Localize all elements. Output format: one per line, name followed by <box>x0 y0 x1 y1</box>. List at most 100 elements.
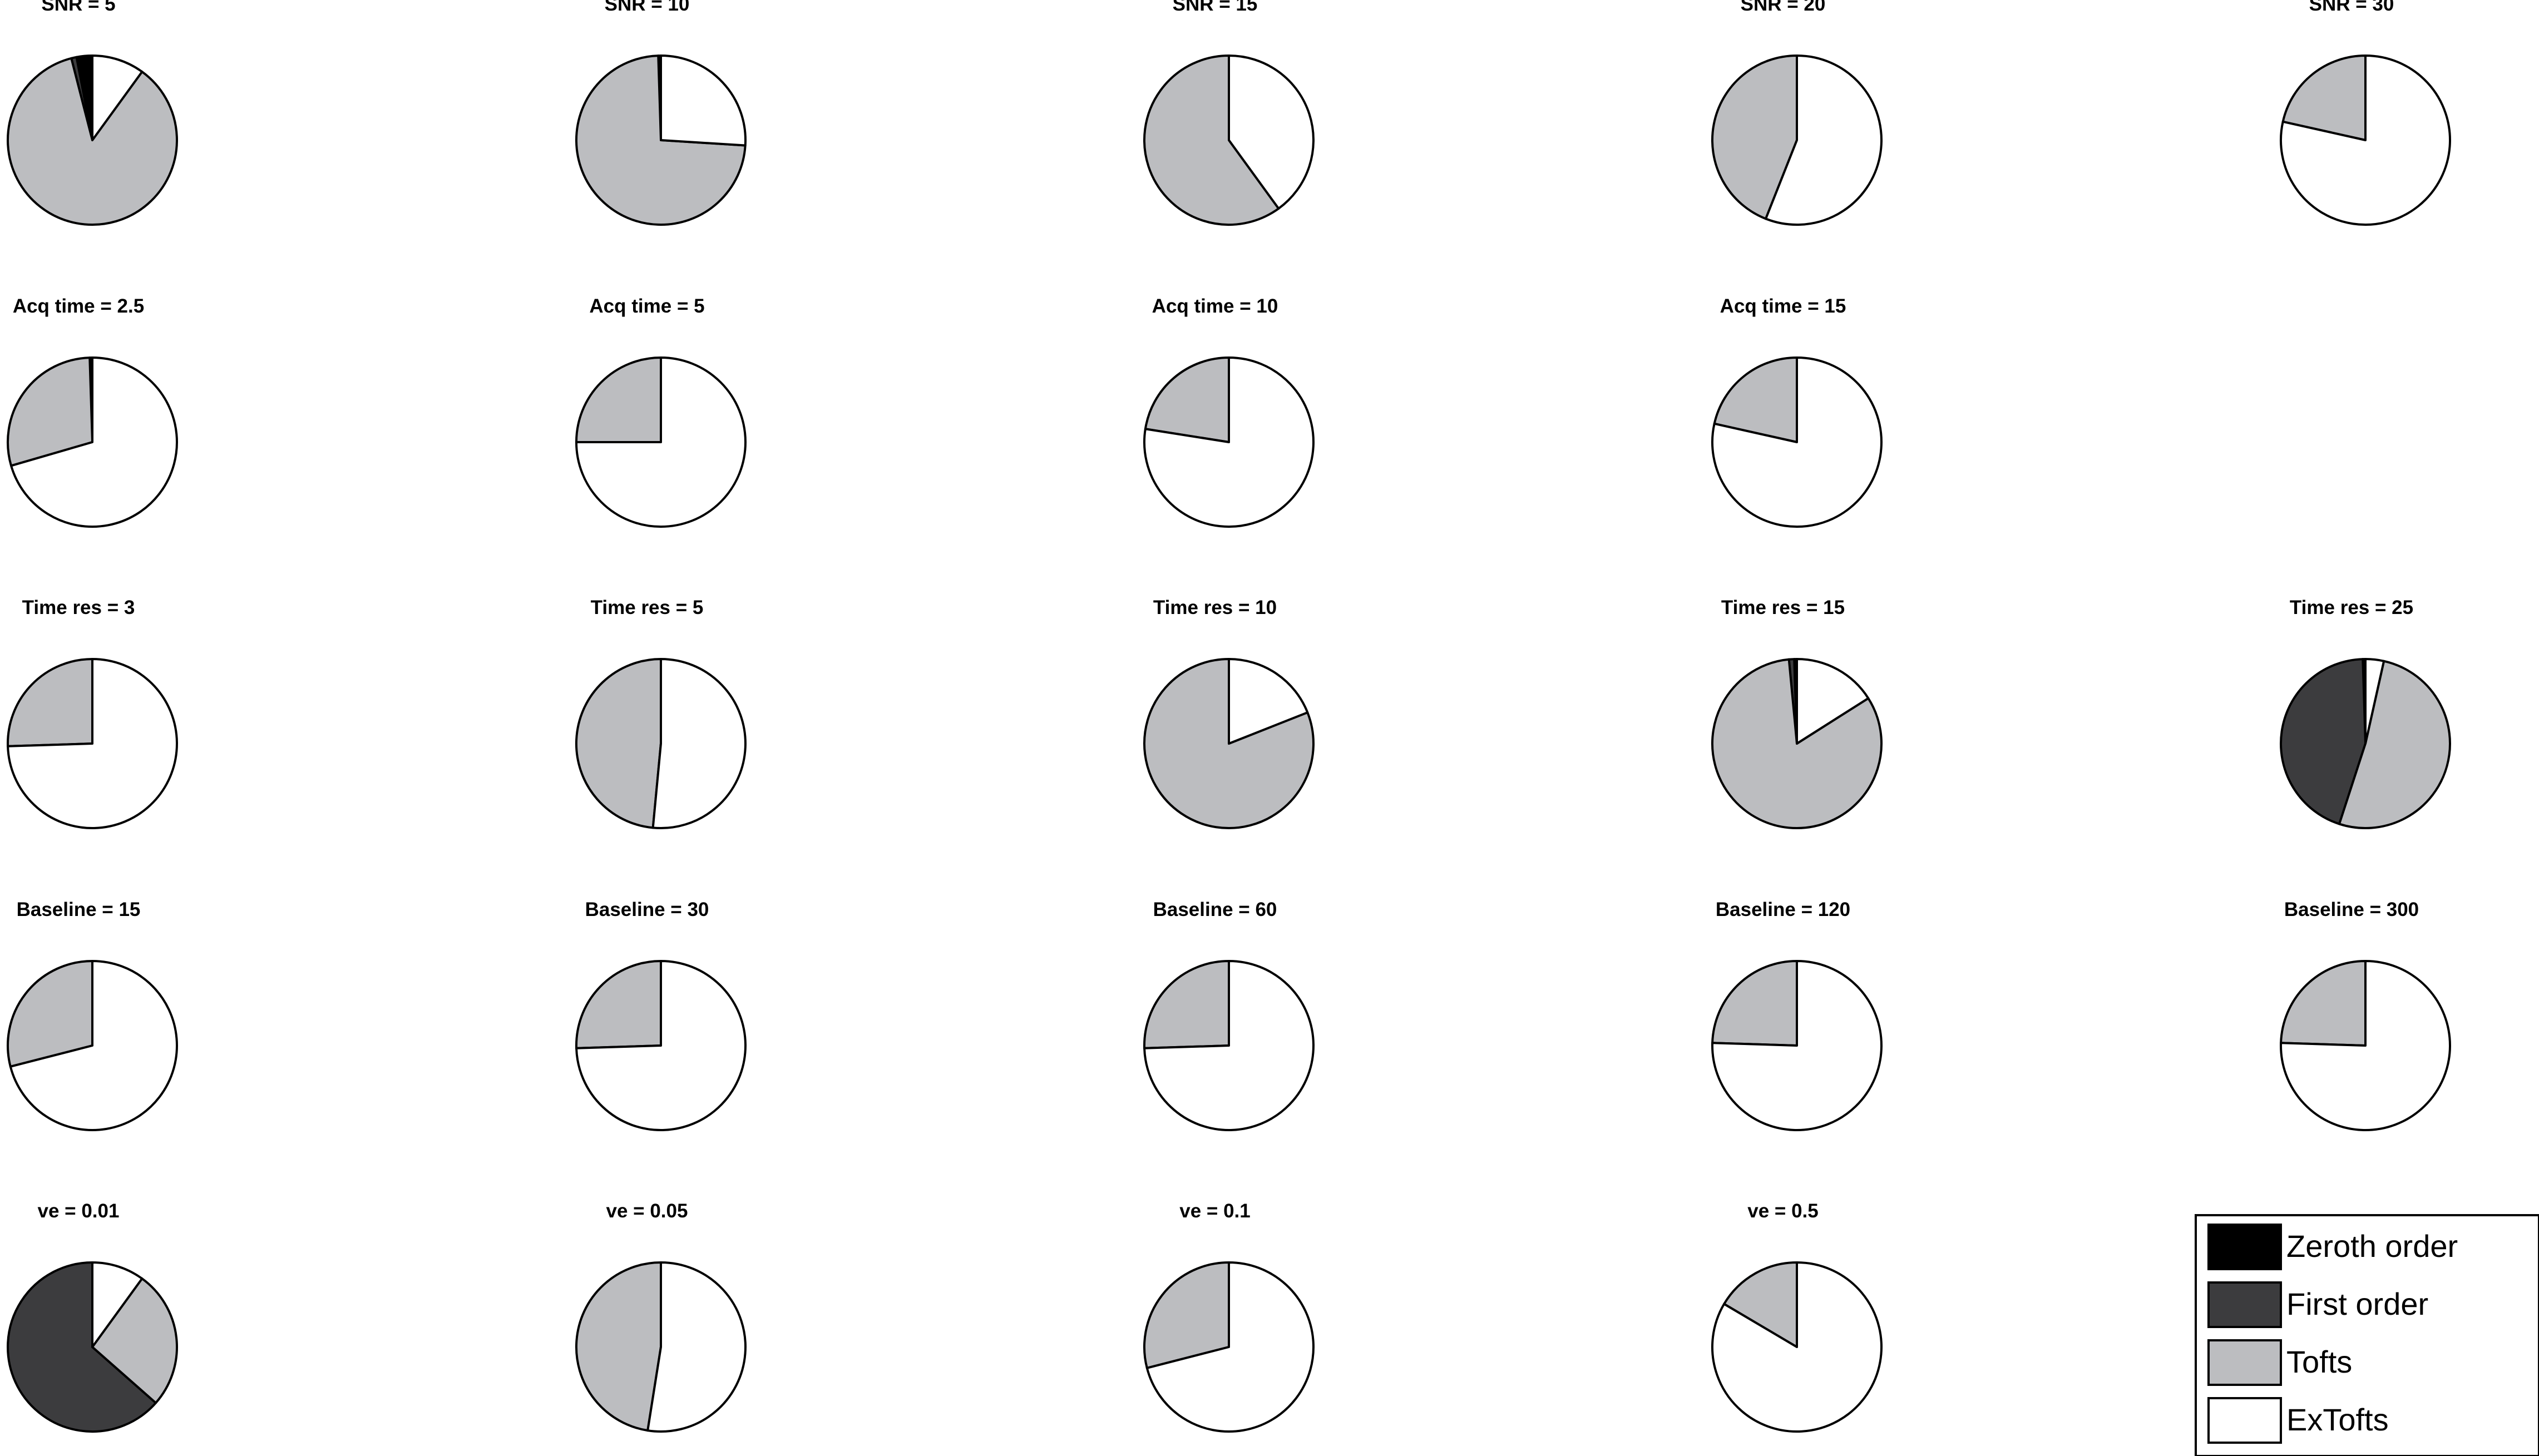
legend-swatch-zeroth-order <box>2207 1224 2282 1270</box>
pie-title: ve = 0.01 <box>38 1200 120 1222</box>
pie-panel: ve = 0.1 <box>1143 1200 1315 1433</box>
pie-title: SNR = 15 <box>1173 0 1258 15</box>
pie-title: Time res = 10 <box>1153 597 1277 618</box>
pie-slice-extofts <box>91 1261 144 1348</box>
pie-panel: Acq time = 15 <box>1711 295 1883 528</box>
pie-slice-tofts <box>7 960 93 1068</box>
pie-slice-tofts <box>91 1277 178 1404</box>
pie-slice-extofts <box>651 658 747 829</box>
pie-slice-tofts <box>575 960 662 1049</box>
pie-panel: Time res = 10 <box>1143 597 1315 829</box>
pie-slice-tofts <box>575 658 662 829</box>
pie-title: Acq time = 10 <box>1152 295 1278 317</box>
pie-panel: Baseline = 30 <box>575 899 747 1131</box>
pie-slice-tofts <box>1711 55 1798 220</box>
pie-slice-extofts <box>2280 960 2451 1131</box>
pie-slice-extofts <box>1228 658 1309 745</box>
pie-panel: Baseline = 120 <box>1711 899 1883 1131</box>
pie-title: SNR = 30 <box>2309 0 2394 15</box>
pie-slice-tofts <box>1711 960 1798 1047</box>
pie-slice-tofts <box>1143 55 1280 226</box>
pie-slice-tofts <box>1723 1261 1798 1348</box>
pie-title: Acq time = 5 <box>589 295 704 317</box>
pie-panel: SNR = 5 <box>7 0 179 226</box>
pie-slice-extofts <box>1711 356 1883 528</box>
pie-slice-extofts <box>2364 658 2385 745</box>
legend-label-extofts: ExTofts <box>2286 1402 2389 1437</box>
pie-panel: ve = 0.5 <box>1711 1200 1883 1433</box>
pie-slice-extofts <box>2280 55 2451 226</box>
legend-swatch-first-order <box>2207 1281 2282 1328</box>
pie-slice-extofts <box>7 658 178 829</box>
pie-slice-extofts <box>1796 658 1870 745</box>
legend-label-zeroth-order: Zeroth order <box>2286 1229 2458 1264</box>
pie-panel: Baseline = 15 <box>7 899 178 1131</box>
pie-slice-tofts <box>575 1261 662 1432</box>
pie-title: ve = 0.5 <box>1747 1200 1818 1222</box>
pie-title: Acq time = 15 <box>1720 295 1846 317</box>
pie-slice-tofts <box>1144 356 1230 443</box>
pie-title: Baseline = 30 <box>585 899 709 920</box>
pie-panel: ve = 0.05 <box>575 1200 747 1433</box>
pie-slice-tofts <box>575 356 662 443</box>
pie-slice-tofts <box>7 57 179 226</box>
pie-slice-extofts <box>91 55 144 141</box>
pie-panel: Acq time = 5 <box>575 295 747 528</box>
pie-slice-tofts <box>1143 1261 1230 1369</box>
pie-panel: ve = 0.01 <box>7 1200 178 1433</box>
pie-title: SNR = 20 <box>1741 0 1826 15</box>
pie-title: Baseline = 120 <box>1716 899 1850 920</box>
pie-slice-extofts <box>646 1261 747 1433</box>
pie-panel: Time res = 15 <box>1711 597 1883 829</box>
pie-slice-tofts <box>1713 356 1798 443</box>
pie-slice-extofts <box>1228 55 1315 210</box>
pie-slice-tofts <box>1143 960 1230 1049</box>
pie-title: Time res = 25 <box>2290 597 2413 618</box>
pie-panel: Baseline = 300 <box>2280 899 2451 1131</box>
pie-slice-extofts <box>10 356 178 528</box>
legend: Zeroth order First order Tofts ExTofts <box>2195 1214 2539 1456</box>
pie-panel: Time res = 3 <box>7 597 178 829</box>
pie-title: Baseline = 15 <box>17 899 141 920</box>
pie-panel: Baseline = 60 <box>1143 899 1315 1131</box>
pie-panel: Acq time = 10 <box>1143 295 1315 528</box>
pie-title: Baseline = 300 <box>2284 899 2419 920</box>
pie-slice-tofts <box>2280 960 2367 1047</box>
pie-slice-extofts <box>1143 960 1315 1131</box>
pie-title: SNR = 10 <box>605 0 690 15</box>
pie-title: Time res = 3 <box>22 597 135 618</box>
pie-slice-extofts <box>660 55 747 147</box>
pie-slice-extofts <box>575 356 747 528</box>
pie-panel: SNR = 20 <box>1711 0 1883 226</box>
pie-slice-extofts <box>1145 1261 1315 1433</box>
pie-slice-extofts <box>9 960 178 1131</box>
pie-slice-first-order <box>7 1261 157 1433</box>
legend-swatch-tofts <box>2207 1339 2282 1386</box>
pie-title: ve = 0.1 <box>1179 1200 1250 1222</box>
pie-slice-extofts <box>1765 55 1883 226</box>
pie-panel: Time res = 5 <box>575 597 747 829</box>
pie-slice-extofts <box>1143 356 1315 528</box>
pie-title: Time res = 15 <box>1721 597 1845 618</box>
pie-slice-extofts <box>575 960 747 1131</box>
pie-title: ve = 0.05 <box>606 1200 688 1222</box>
pie-panel: SNR = 10 <box>575 0 747 226</box>
pie-slice-tofts <box>2338 660 2451 829</box>
pie-panels: SNR = 5 SNR = 10 SNR = 15 SNR = 20 SNR = 30 A… <box>7 0 2451 1433</box>
pie-panel: SNR = 15 <box>1143 0 1315 226</box>
legend-label-tofts: Tofts <box>2286 1344 2352 1379</box>
pie-slice-tofts <box>7 356 93 467</box>
pie-title: Time res = 5 <box>591 597 704 618</box>
pie-slice-tofts <box>2281 55 2367 141</box>
pie-panel: Acq time = 2.5 <box>7 295 178 528</box>
pie-slice-first-order <box>2280 658 2367 825</box>
pie-title: Acq time = 2.5 <box>13 295 144 317</box>
pie-title: Baseline = 60 <box>1153 899 1277 920</box>
legend-swatch-extofts <box>2207 1397 2282 1444</box>
legend-label-first-order: First order <box>2286 1286 2428 1321</box>
pie-panel: Time res = 25 <box>2280 597 2451 829</box>
pie-panel: SNR = 30 <box>2280 0 2451 226</box>
pie-slice-extofts <box>1711 960 1883 1131</box>
pie-slice-extofts <box>1711 1261 1883 1433</box>
